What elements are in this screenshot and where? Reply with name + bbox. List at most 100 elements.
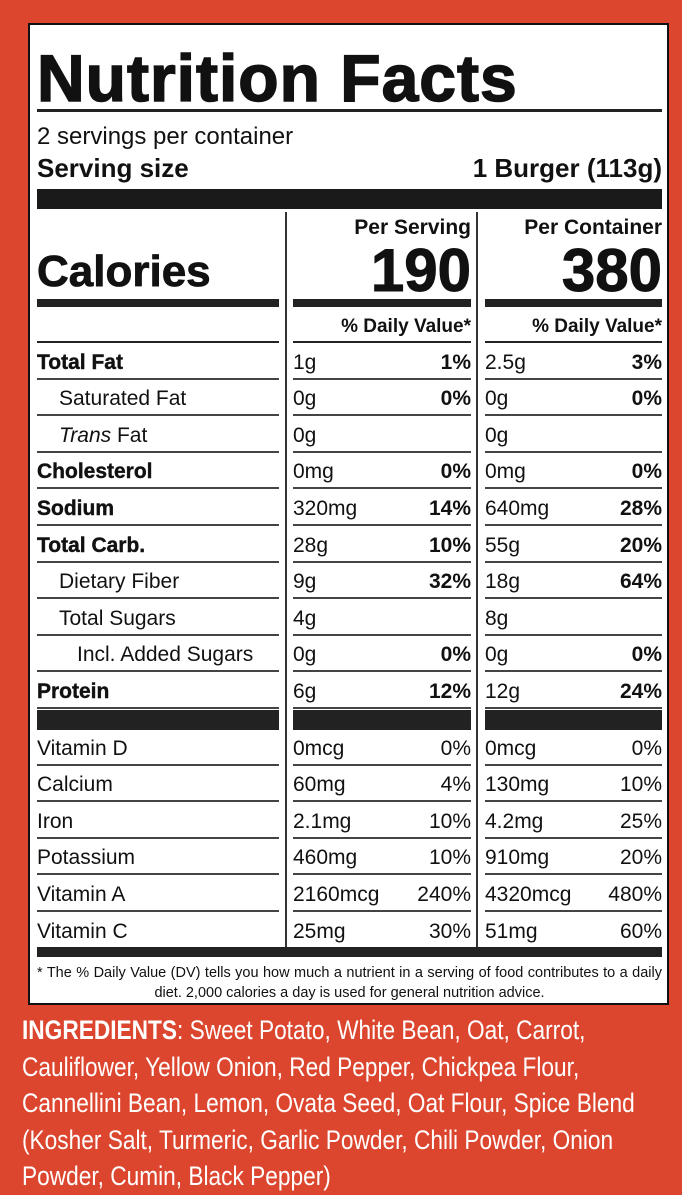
spacer xyxy=(471,802,485,839)
spacer xyxy=(279,802,293,839)
nutrient-name: Sodium xyxy=(37,496,114,520)
serving-daily-value: 10% xyxy=(428,809,471,833)
nutrient-name: Incl. Added Sugars xyxy=(77,643,254,667)
serving-cell: 0g 0% xyxy=(293,380,471,417)
serving-amount: 460mg xyxy=(293,846,358,870)
spacer xyxy=(279,343,293,380)
divider xyxy=(485,341,662,343)
nutrient-name-cell: Vitamin D xyxy=(37,729,279,766)
serving-size-value: 1 Burger (113g) xyxy=(472,153,662,183)
nutrient-row: Trans Fat 0g 0g xyxy=(37,416,662,453)
vitamin-row: Iron 2.1mg 10% 4.2mg 25% xyxy=(37,802,662,839)
nutrient-name-cell: Iron xyxy=(37,802,279,839)
serving-daily-value: 1% xyxy=(440,350,471,374)
spacer xyxy=(279,672,293,709)
container-amount: 0g xyxy=(485,643,509,667)
nutrient-name-cell: Calcium xyxy=(37,766,279,803)
per-container-heading: Per Container xyxy=(524,216,662,239)
serving-amount: 2.1mg xyxy=(293,809,352,833)
serving-daily-value: 0% xyxy=(440,460,471,484)
container-daily-value: 0% xyxy=(631,643,662,667)
spacer xyxy=(279,380,293,417)
serving-amount: 6g xyxy=(293,679,317,703)
serving-amount: 0g xyxy=(293,387,317,411)
serving-daily-value: 0% xyxy=(440,387,471,411)
serving-cell: 28g 10% xyxy=(293,526,471,563)
serving-daily-value: 10% xyxy=(428,846,471,870)
container-daily-value: 480% xyxy=(608,882,662,906)
vitamin-row: Vitamin D 0mcg 0% 0mcg 0% xyxy=(37,729,662,766)
serving-daily-value: 4% xyxy=(440,773,471,797)
nutrient-name-cell: Total Fat xyxy=(37,343,279,380)
spacer xyxy=(471,729,485,766)
nutrient-name-cell: Cholesterol xyxy=(37,453,279,490)
nutrient-row: Saturated Fat 0g 0% 0g 0% xyxy=(37,380,662,417)
spacer xyxy=(279,839,293,876)
spacer xyxy=(279,636,293,673)
nutrient-name-cell: Trans Fat xyxy=(37,416,279,453)
nutrient-row: Cholesterol 0mg 0% 0mg 0% xyxy=(37,453,662,490)
spacer xyxy=(471,636,485,673)
serving-amount: 1g xyxy=(293,350,317,374)
serving-daily-value: 14% xyxy=(428,496,471,520)
serving-amount: 2160mcg xyxy=(293,882,380,906)
nutrition-facts-label: Nutrition Facts 2 servings per container… xyxy=(28,23,669,1005)
serving-daily-value: 12% xyxy=(428,679,471,703)
vitamin-rows: Vitamin D 0mcg 0% 0mcg 0% Calcium 60mg 4% 130mg 1… xyxy=(37,729,662,949)
container-daily-value: 60% xyxy=(619,919,662,943)
serving-amount: 9g xyxy=(293,570,317,594)
container-amount: 640mg xyxy=(485,496,550,520)
container-daily-value: 0% xyxy=(631,460,662,484)
spacer xyxy=(471,839,485,876)
container-cell: 0g 0% xyxy=(485,636,662,673)
nutrient-name-rest: Fat xyxy=(111,423,148,447)
calories-per-serving: 190 xyxy=(370,237,471,304)
serving-cell: 60mg 4% xyxy=(293,766,471,803)
container-amount: 0g xyxy=(485,387,509,411)
spacer xyxy=(279,599,293,636)
nutrient-name: Calcium xyxy=(37,773,113,797)
calories-bar xyxy=(485,299,662,307)
container-amount: 4.2mg xyxy=(485,809,544,833)
thick-divider xyxy=(293,710,471,730)
container-amount: 55g xyxy=(485,533,521,557)
serving-cell: 2.1mg 10% xyxy=(293,802,471,839)
serving-daily-value: 10% xyxy=(428,533,471,557)
container-daily-value: 20% xyxy=(619,846,662,870)
container-daily-value: 0% xyxy=(631,736,662,760)
serving-daily-value: 0% xyxy=(440,643,471,667)
container-cell: 0g 0% xyxy=(485,380,662,417)
serving-cell: 460mg 10% xyxy=(293,839,471,876)
container-amount: 2.5g xyxy=(485,350,526,374)
spacer xyxy=(471,453,485,490)
dv-heading-container: % Daily Value* xyxy=(532,316,662,337)
spacer xyxy=(279,875,293,912)
container-cell: 910mg 20% xyxy=(485,839,662,876)
ingredients: INGREDIENTS: Sweet Potato, White Bean, O… xyxy=(22,1012,652,1195)
serving-cell: 2160mcg 240% xyxy=(293,875,471,912)
spacer xyxy=(279,912,293,949)
spacer xyxy=(471,343,485,380)
serving-amount: 60mg xyxy=(293,773,346,797)
container-cell: 130mg 10% xyxy=(485,766,662,803)
serving-cell: 25mg 30% xyxy=(293,912,471,949)
nutrient-row: Dietary Fiber 9g 32% 18g 64% xyxy=(37,563,662,600)
container-amount: 910mg xyxy=(485,846,550,870)
container-amount: 0mcg xyxy=(485,736,537,760)
container-daily-value: 28% xyxy=(619,496,662,520)
calories-label: Calories xyxy=(37,247,211,297)
container-cell: 2.5g 3% xyxy=(485,343,662,380)
vitamin-row: Vitamin A 2160mcg 240% 4320mcg 480% xyxy=(37,875,662,912)
serving-cell: 0g xyxy=(293,416,471,453)
serving-daily-value: 0% xyxy=(440,736,471,760)
nutrient-name-cell: Total Carb. xyxy=(37,526,279,563)
container-amount: 12g xyxy=(485,679,521,703)
spacer xyxy=(471,599,485,636)
serving-cell: 9g 32% xyxy=(293,563,471,600)
divider xyxy=(37,341,279,343)
serving-amount: 0g xyxy=(293,423,317,447)
nutrient-name: Dietary Fiber xyxy=(59,570,180,594)
container-cell: 0mg 0% xyxy=(485,453,662,490)
spacer xyxy=(471,875,485,912)
serving-daily-value: 32% xyxy=(428,570,471,594)
